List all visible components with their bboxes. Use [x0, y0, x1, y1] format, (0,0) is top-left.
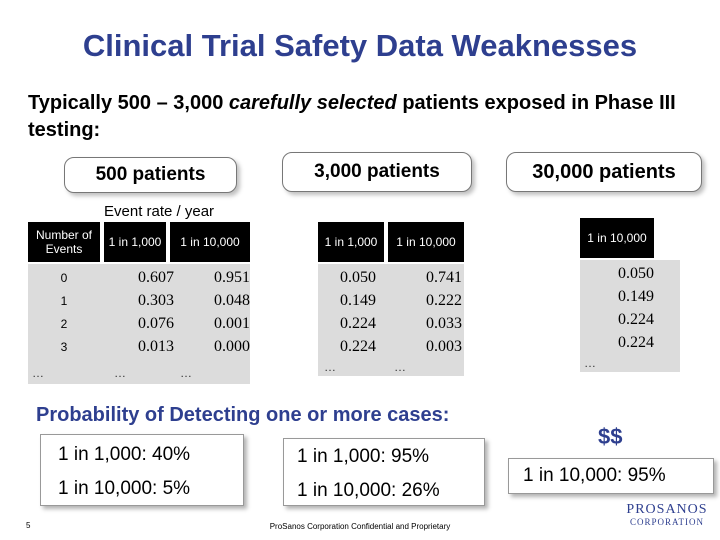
result-3000-1-in-1000: 1 in 1,000: 95%	[297, 446, 430, 467]
result-30000-1-in-10000: 1 in 10,000: 95%	[508, 458, 714, 494]
column-values-1-in-10000: 0.741 0.222 0.033 0.003	[392, 266, 462, 358]
value-cell: 0.224	[340, 315, 376, 332]
subtitle-part1: Typically 500 – 3,000	[28, 92, 229, 114]
table-30000-body	[580, 260, 680, 372]
row-label-1: 1	[60, 293, 68, 308]
header-1-in-10000: 1 in 10,000	[580, 218, 654, 258]
group-3000-patients: 3,000 patients	[282, 152, 472, 192]
header-1-in-10000: 1 in 10,000	[170, 222, 250, 262]
value-cell: 0.048	[214, 292, 250, 309]
cost-indicator: $$	[598, 424, 623, 449]
value-cell: 0.224	[340, 338, 376, 355]
value-cell: 0.000	[214, 338, 250, 355]
value-cell: 0.951	[214, 269, 250, 286]
confidentiality-notice: ProSanos Corporation Confidential and Pr…	[269, 522, 451, 531]
value-cell: 0.607	[138, 269, 174, 286]
ellipsis-1-in-10000: …	[394, 360, 406, 374]
value-cell: 0.149	[618, 288, 654, 305]
slide-title: Clinical Trial Safety Data Weaknesses	[82, 28, 638, 63]
header-1-in-10000: 1 in 10,000	[388, 222, 464, 262]
result-500-1-in-1000: 1 in 1,000: 40%	[58, 444, 191, 465]
results-3000-box	[283, 438, 485, 506]
logo-line1: PROSANOS	[626, 502, 708, 517]
results-500-box	[40, 434, 244, 506]
page-number: 5	[26, 521, 31, 530]
ellipsis-1-in-10000: …	[584, 356, 596, 370]
group-500-patients: 500 patients	[64, 157, 237, 193]
value-cell: 0.050	[618, 265, 654, 282]
column-values-1-in-1000: 0.050 0.149 0.224 0.224	[318, 266, 376, 358]
event-rate-label: Event rate / year	[104, 203, 215, 220]
value-cell: 0.003	[426, 338, 462, 355]
result-500-1-in-10000: 1 in 10,000: 5%	[58, 478, 191, 499]
subtitle-part2: patients exposed in Phase III testing:	[28, 92, 676, 141]
table-3000-body	[318, 264, 464, 376]
table-500-body	[28, 264, 250, 384]
value-cell: 0.013	[138, 338, 174, 355]
ellipsis-1-in-10000: …	[180, 366, 192, 380]
column-values-1-in-10000: 0.951 0.048 0.001 0.000	[180, 266, 250, 358]
column-values-1-in-10000: 0.050 0.149 0.224 0.224	[580, 262, 654, 354]
column-values-1-in-1000: 0.607 0.303 0.076 0.013	[104, 266, 174, 358]
value-cell: 0.050	[340, 269, 376, 286]
row-label-3: 3	[60, 339, 68, 354]
header-1-in-1000: 1 in 1,000	[318, 222, 384, 262]
value-cell: 0.741	[426, 269, 462, 286]
value-cell: 0.224	[618, 311, 654, 328]
ellipsis-1-in-1000: …	[324, 360, 336, 374]
subtitle-emphasis: carefully selected	[228, 92, 397, 114]
ellipsis-1-in-1000: …	[114, 366, 126, 380]
value-cell: 0.149	[340, 292, 376, 309]
logo-line2: CORPORATION	[629, 517, 704, 527]
value-cell: 0.222	[426, 292, 462, 309]
header-1-in-1000: 1 in 1,000	[104, 222, 166, 262]
slide-subtitle: Typically 500 – 3,000 carefully selected…	[28, 90, 708, 144]
value-cell: 0.303	[138, 292, 174, 309]
value-cell: 0.001	[214, 315, 250, 332]
value-cell: 0.224	[618, 334, 654, 351]
row-label-0: 0	[60, 270, 68, 285]
row-label-ellipsis: …	[32, 366, 44, 380]
prosanos-logo: PROSANOS CORPORATION	[622, 502, 712, 528]
probability-heading: Probability of Detecting one or more cas…	[36, 404, 450, 426]
group-30000-patients: 30,000 patients	[506, 152, 702, 192]
value-cell: 0.076	[138, 315, 174, 332]
row-label-2: 2	[60, 316, 68, 331]
header-number-of-events: Number of Events	[28, 222, 100, 262]
value-cell: 0.033	[426, 315, 462, 332]
result-3000-1-in-10000: 1 in 10,000: 26%	[297, 480, 440, 501]
